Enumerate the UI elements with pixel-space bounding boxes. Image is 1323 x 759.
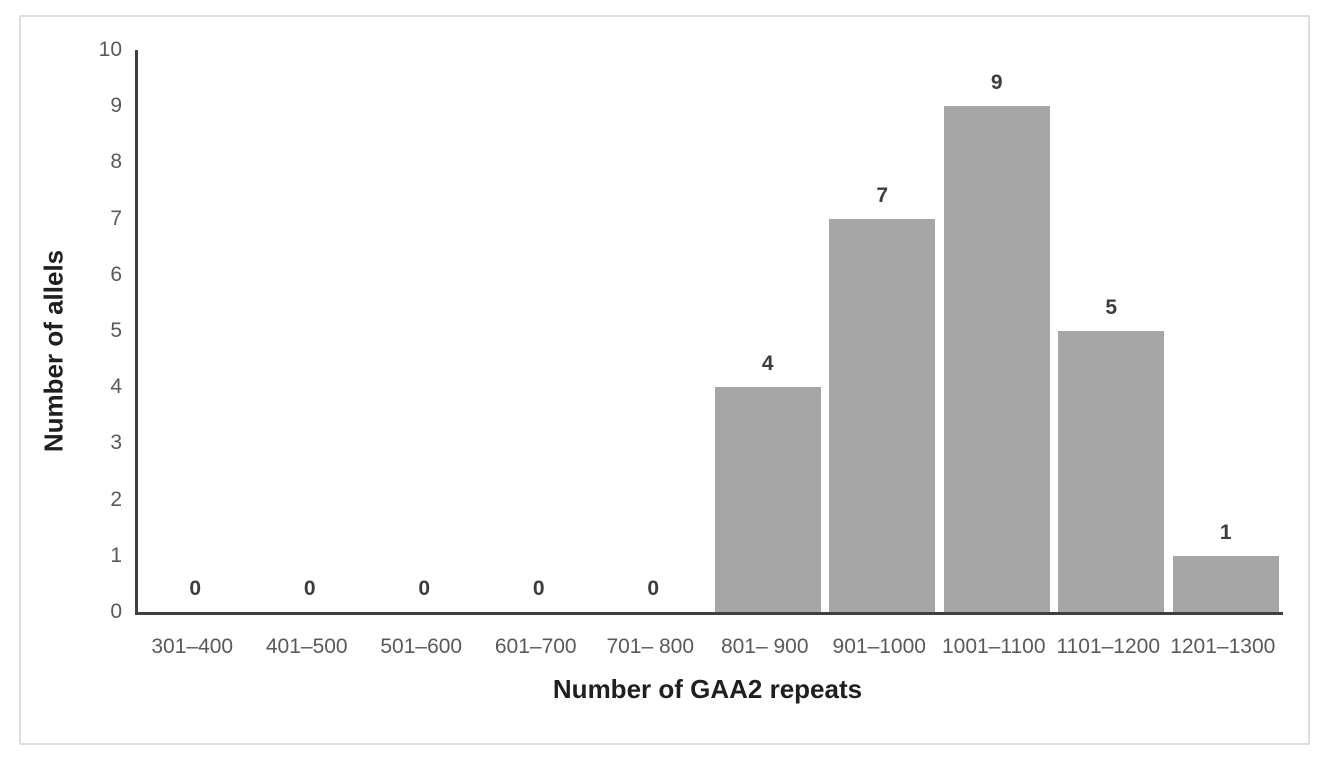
x-tick-label: 801– 900: [720, 635, 809, 658]
y-tick-label: 7: [110, 206, 122, 230]
y-tick-label: 5: [110, 319, 122, 342]
bar-value-label: 1: [1219, 520, 1232, 544]
x-tick-label: 701– 800: [606, 635, 695, 658]
x-axis-title: Number of GAA2 repeats: [552, 674, 863, 704]
x-tick-label: 901–1000: [832, 635, 926, 658]
x-tick-label: 501–600: [380, 635, 463, 658]
bar-value-label: 0: [189, 577, 202, 600]
bar-801– 900: [714, 387, 821, 612]
y-tick-label: 9: [110, 94, 122, 118]
y-tick-label: 6: [110, 262, 122, 286]
bar-value-label: 9: [990, 71, 1003, 95]
bar-value-label: 0: [532, 577, 545, 600]
y-tick-label: 2: [110, 487, 122, 511]
y-tick-label: 8: [110, 150, 122, 174]
x-tick-label: 1201–1300: [1170, 635, 1276, 658]
bar-1101–1200: [1058, 331, 1165, 612]
bar-value-label: 0: [418, 577, 431, 600]
y-tick-label: 0: [110, 600, 122, 623]
bar-1001–1100: [943, 106, 1050, 612]
bar-value-label: 0: [303, 577, 316, 600]
x-tick-label: 401–500: [265, 635, 348, 658]
bar-value-label: 4: [761, 352, 774, 376]
x-tick-label: 1101–1200: [1056, 635, 1161, 658]
bar-1201–1300: [1172, 555, 1279, 612]
x-tick-label: 301–400: [151, 635, 234, 658]
bar-value-label: 0: [647, 577, 660, 600]
y-tick-label: 4: [110, 375, 122, 399]
y-tick-label: 10: [98, 38, 122, 61]
plot-area: 0 0 0 0 0 4 7 9 5 1: [135, 50, 1283, 615]
bar-value-label: 7: [876, 183, 889, 207]
y-tick-label: 3: [110, 431, 122, 455]
x-tick-label: 601–700: [494, 635, 577, 658]
bar-901–1000: [829, 218, 936, 612]
x-tick-label: 1001–1100: [941, 635, 1046, 658]
bar-value-label: 5: [1105, 296, 1118, 319]
y-tick-label: 1: [110, 543, 122, 567]
